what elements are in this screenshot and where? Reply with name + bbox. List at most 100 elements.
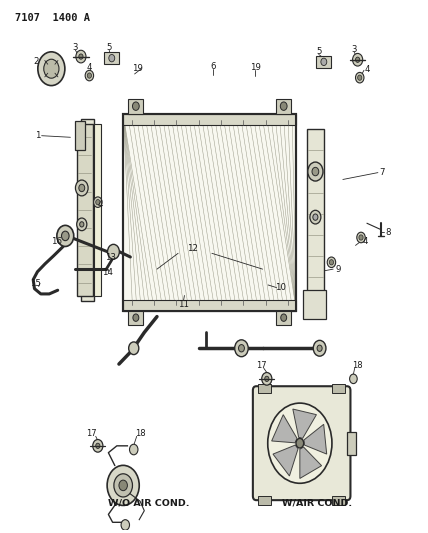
Polygon shape [300, 447, 321, 479]
Bar [128, 99, 143, 114]
Circle shape [308, 162, 323, 181]
Circle shape [358, 75, 362, 80]
Circle shape [130, 444, 138, 455]
Text: 16: 16 [51, 237, 62, 246]
Text: 10: 10 [275, 283, 286, 292]
Circle shape [268, 403, 332, 483]
Bar [276, 311, 291, 325]
Circle shape [62, 231, 69, 241]
Text: 4: 4 [86, 62, 92, 71]
Circle shape [235, 340, 248, 357]
Text: W/AIR COND.: W/AIR COND. [282, 498, 353, 507]
Circle shape [312, 167, 319, 176]
Bar [316, 55, 331, 68]
Text: 3: 3 [351, 45, 357, 54]
Text: W/O AIR COND.: W/O AIR COND. [108, 498, 189, 507]
Circle shape [93, 440, 103, 452]
Text: 4: 4 [364, 64, 370, 74]
Bar [332, 496, 345, 505]
Bar [347, 432, 357, 455]
Text: 17: 17 [86, 429, 97, 438]
Circle shape [79, 184, 85, 192]
Text: 9: 9 [336, 265, 341, 273]
Text: 18: 18 [135, 429, 146, 438]
Polygon shape [304, 424, 327, 454]
Text: 6: 6 [211, 62, 216, 70]
Text: 1: 1 [35, 131, 41, 140]
Circle shape [262, 373, 272, 385]
Text: 14: 14 [102, 268, 113, 277]
Bar [123, 114, 296, 311]
Bar [123, 114, 296, 125]
Polygon shape [273, 445, 298, 476]
Circle shape [96, 443, 100, 448]
Circle shape [119, 480, 128, 491]
Circle shape [357, 232, 365, 243]
Text: 11: 11 [178, 300, 189, 309]
Circle shape [356, 57, 360, 62]
Bar [303, 290, 326, 319]
Circle shape [133, 102, 139, 110]
Text: 18: 18 [352, 361, 363, 369]
Circle shape [317, 345, 322, 351]
Circle shape [356, 72, 364, 83]
Text: 4: 4 [98, 200, 104, 209]
Text: 2: 2 [33, 58, 39, 66]
Bar [81, 119, 94, 301]
Bar [307, 130, 324, 298]
Circle shape [44, 59, 59, 78]
Circle shape [96, 199, 100, 205]
Circle shape [296, 438, 304, 448]
Text: 13: 13 [105, 253, 116, 262]
Circle shape [109, 54, 115, 62]
Bar [332, 384, 345, 393]
Circle shape [121, 520, 130, 530]
Circle shape [350, 374, 357, 384]
Circle shape [76, 50, 86, 63]
Circle shape [94, 197, 102, 207]
Bar [123, 300, 296, 311]
Circle shape [75, 180, 88, 196]
Circle shape [133, 314, 139, 321]
Circle shape [38, 52, 65, 86]
Circle shape [313, 341, 326, 356]
Text: 3: 3 [73, 43, 78, 52]
Circle shape [129, 342, 139, 354]
Circle shape [238, 344, 244, 352]
Circle shape [327, 257, 336, 268]
Circle shape [85, 70, 94, 81]
Polygon shape [293, 409, 316, 438]
Text: 7107  1400 A: 7107 1400 A [15, 13, 90, 22]
Circle shape [87, 73, 92, 78]
Bar [128, 311, 143, 325]
Circle shape [321, 58, 327, 66]
Text: 7: 7 [379, 168, 385, 177]
Circle shape [281, 314, 287, 321]
Bar [94, 124, 101, 295]
Text: 12: 12 [187, 244, 198, 253]
Circle shape [359, 235, 363, 240]
Circle shape [107, 244, 119, 259]
Text: 15: 15 [30, 279, 41, 288]
Text: 5: 5 [107, 43, 112, 52]
Circle shape [77, 218, 87, 231]
Bar [104, 52, 119, 64]
Circle shape [57, 225, 74, 246]
Circle shape [265, 376, 269, 382]
Bar [123, 114, 296, 311]
Circle shape [114, 474, 133, 497]
Text: 19: 19 [250, 62, 261, 71]
Circle shape [79, 54, 83, 59]
Circle shape [310, 211, 321, 224]
Text: 5: 5 [316, 47, 321, 56]
FancyBboxPatch shape [253, 386, 351, 500]
Bar [259, 496, 271, 505]
Text: 19: 19 [132, 64, 143, 73]
Bar [77, 124, 93, 295]
Bar [276, 99, 291, 114]
Circle shape [353, 53, 363, 66]
Circle shape [107, 465, 139, 505]
Circle shape [313, 214, 318, 220]
Polygon shape [272, 415, 297, 443]
Circle shape [80, 222, 84, 227]
